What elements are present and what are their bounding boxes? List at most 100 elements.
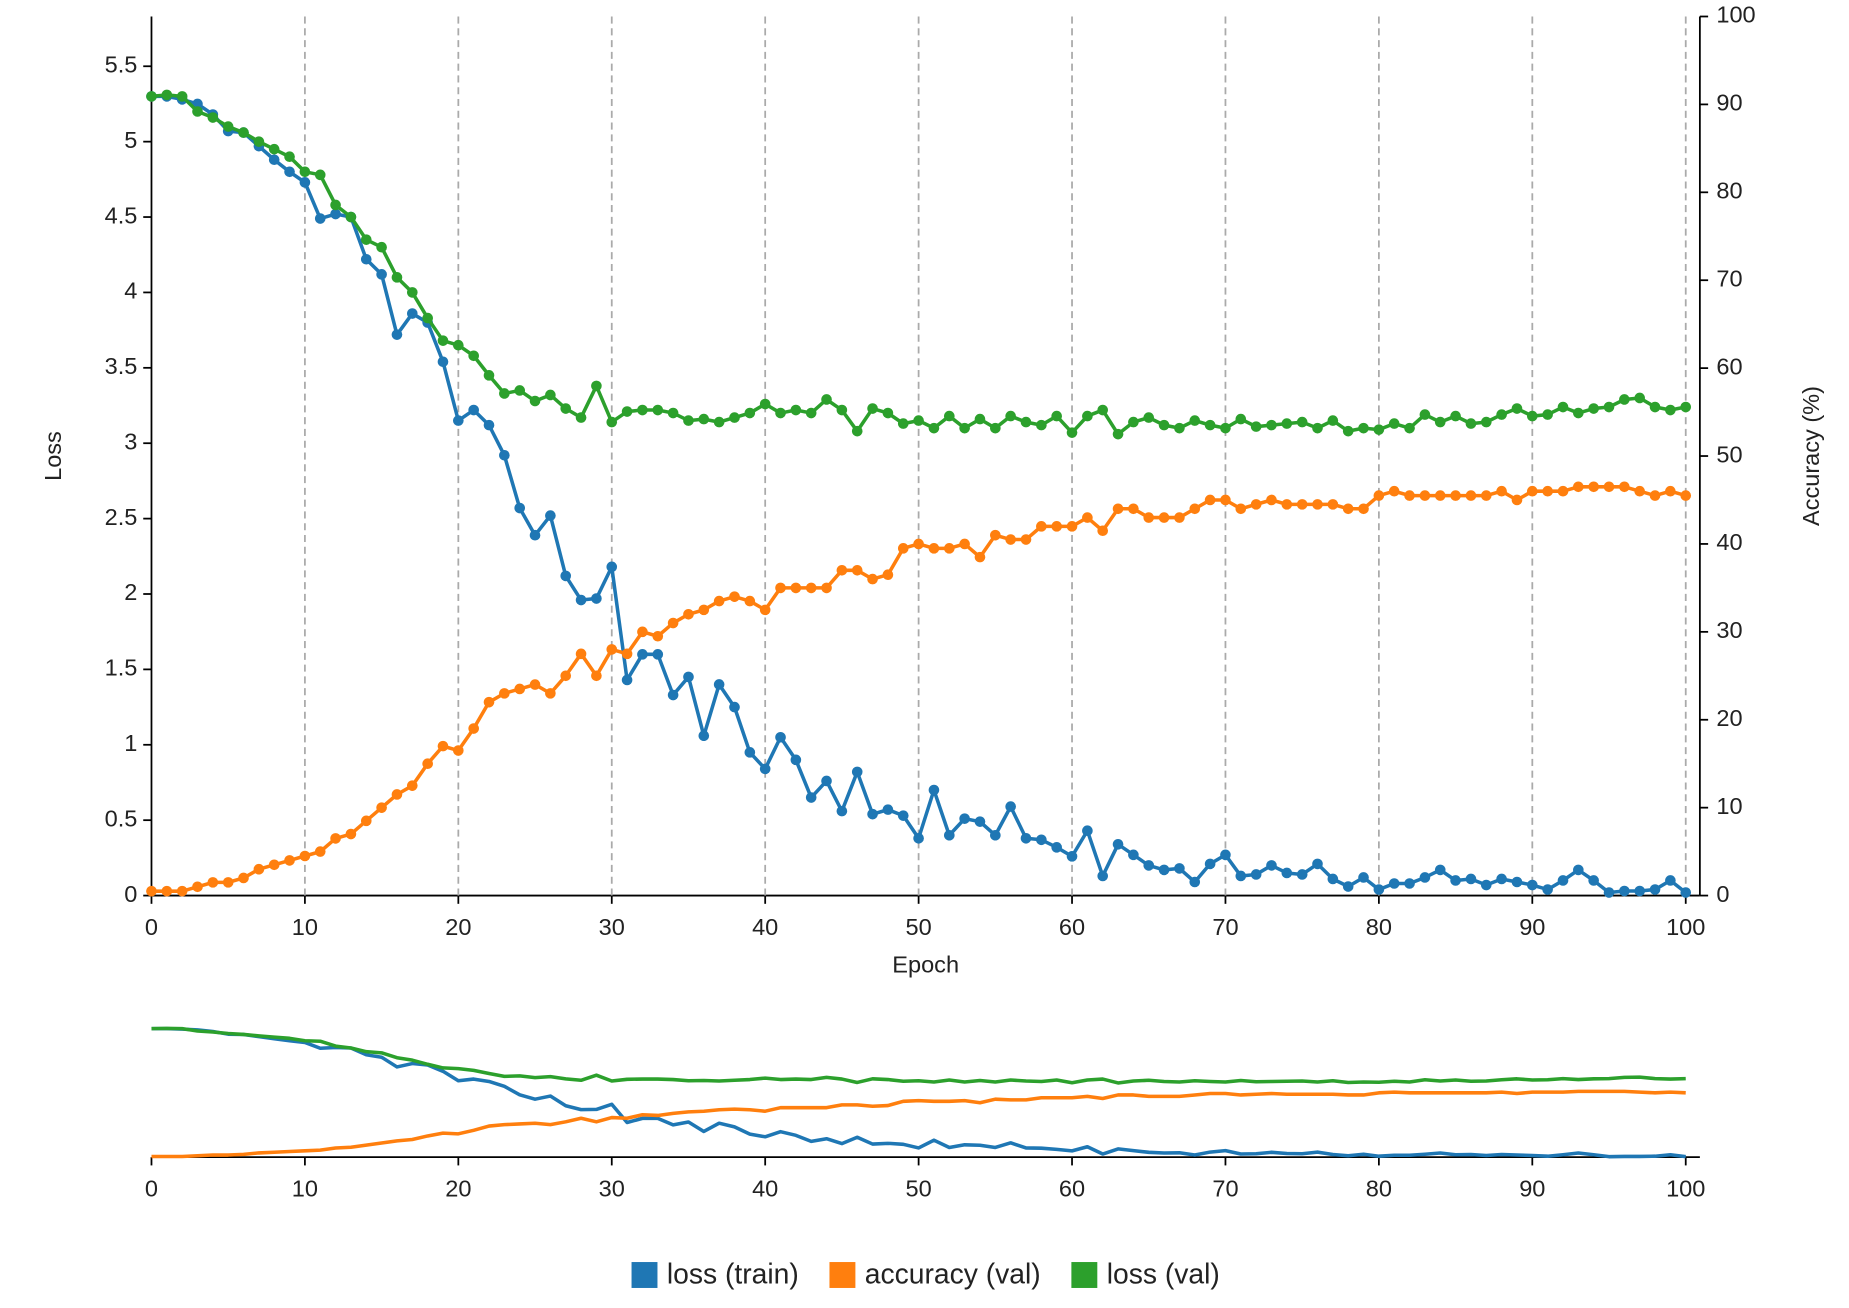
point: [1143, 860, 1155, 871]
point: [913, 415, 924, 426]
point: [621, 406, 633, 417]
point: [360, 234, 372, 245]
point: [652, 404, 664, 416]
point: [683, 608, 694, 620]
point: [1342, 425, 1354, 437]
point: [1220, 849, 1231, 861]
point: [867, 573, 878, 585]
point: [391, 329, 403, 340]
point: [1434, 864, 1446, 876]
point: [1603, 481, 1615, 493]
point: [775, 731, 786, 743]
point: [575, 412, 587, 423]
point: [1573, 407, 1584, 419]
point: [1281, 418, 1293, 429]
point: [1327, 415, 1339, 426]
point: [652, 630, 664, 642]
point: [1388, 418, 1400, 429]
point: [1542, 409, 1553, 420]
point: [483, 696, 495, 708]
point: [943, 543, 955, 554]
point: [759, 763, 771, 775]
overview-x-tick-label: 90: [1519, 1175, 1545, 1201]
y-tick-label: 3: [124, 428, 137, 454]
point: [1266, 494, 1277, 506]
point: [1649, 490, 1661, 501]
y-tick-label: 5.5: [105, 51, 138, 77]
y2-tick-label: 20: [1716, 705, 1742, 731]
point: [943, 410, 955, 422]
point: [867, 403, 878, 414]
point: [360, 253, 372, 265]
overview-line: [151, 1026, 1686, 1159]
point: [1204, 419, 1216, 431]
point: [1465, 490, 1477, 501]
point: [1434, 416, 1446, 428]
y-tick-label: 4.5: [105, 202, 138, 228]
point: [345, 211, 357, 223]
point: [1496, 873, 1507, 885]
point: [713, 679, 725, 690]
point: [959, 422, 970, 434]
point: [1066, 521, 1078, 532]
x-tick-label: 90: [1519, 914, 1545, 940]
point: [1404, 878, 1415, 889]
point: [1557, 875, 1569, 886]
point: [1450, 490, 1461, 501]
point: [928, 422, 940, 434]
point: [744, 407, 756, 419]
point: [667, 617, 679, 629]
point: [836, 565, 848, 576]
point: [284, 151, 295, 163]
point: [437, 335, 449, 346]
point: [667, 407, 679, 419]
point: [299, 166, 311, 178]
point: [146, 885, 157, 897]
point: [529, 395, 541, 407]
point: [1005, 801, 1016, 812]
point: [1128, 416, 1139, 428]
point: [1189, 415, 1201, 426]
point: [1527, 485, 1538, 497]
x-tick-label: 60: [1059, 914, 1085, 940]
point: [314, 846, 326, 857]
point: [560, 570, 572, 582]
point: [637, 626, 648, 638]
point: [1588, 875, 1599, 886]
point: [238, 872, 249, 884]
point: [1465, 418, 1477, 429]
point: [1174, 863, 1185, 874]
point: [1373, 490, 1385, 501]
y2-tick-label: 60: [1716, 353, 1742, 379]
point: [1557, 401, 1569, 413]
point: [192, 106, 203, 117]
point: [1573, 864, 1584, 876]
point: [1373, 884, 1385, 895]
point: [545, 688, 556, 699]
point: [1312, 422, 1323, 434]
point: [268, 154, 280, 166]
point: [851, 565, 863, 576]
point: [1665, 485, 1676, 497]
overview-x-tick-label: 100: [1666, 1175, 1705, 1201]
point: [805, 407, 817, 419]
point: [1342, 881, 1354, 892]
point: [207, 877, 219, 888]
point: [545, 389, 556, 401]
point: [376, 802, 387, 813]
point: [529, 529, 541, 541]
point: [1680, 887, 1692, 898]
point: [1619, 885, 1630, 897]
point: [529, 679, 541, 690]
overview-x-tick-label: 80: [1366, 1175, 1392, 1201]
point: [1480, 879, 1492, 891]
y-tick-label: 0: [124, 881, 137, 907]
point: [1158, 864, 1170, 876]
point: [1036, 419, 1047, 431]
x-tick-label: 30: [599, 914, 625, 940]
y2-tick-label: 100: [1716, 2, 1755, 28]
point: [1680, 490, 1692, 501]
point: [1266, 860, 1277, 871]
point: [391, 272, 403, 283]
point: [330, 833, 341, 844]
